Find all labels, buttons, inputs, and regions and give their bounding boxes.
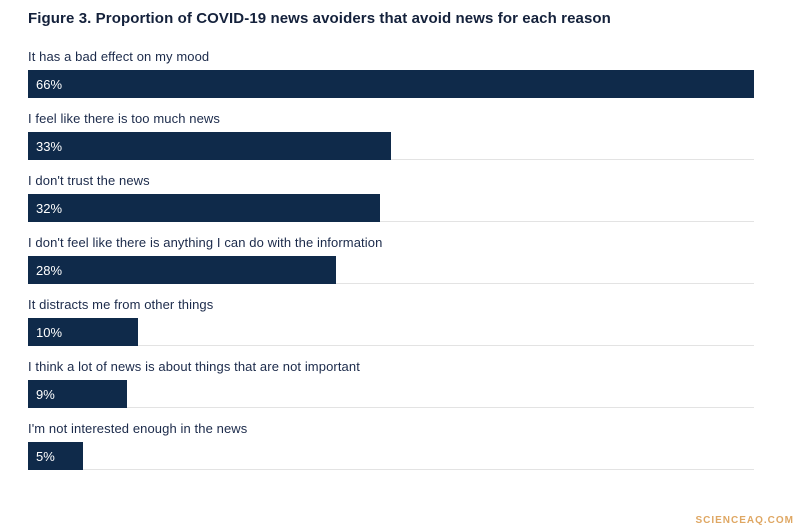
bar-value-label: 33% xyxy=(36,138,63,154)
bar-value-label: 10% xyxy=(36,324,63,340)
bar-value-label: 5% xyxy=(36,448,55,464)
chart-rows: It has a bad effect on my mood 66% I feel … xyxy=(28,49,754,470)
bar-track: 66% xyxy=(28,70,754,98)
chart-title: Figure 3. Proportion of COVID-19 news av… xyxy=(28,10,611,27)
chart-row: I don't feel like there is anything I ca… xyxy=(28,235,754,284)
chart-row: It has a bad effect on my mood 66% xyxy=(28,49,754,98)
bar-track: 33% xyxy=(28,132,754,160)
bar-category-label: I don't trust the news xyxy=(28,173,150,188)
chart-row: I feel like there is too much news 33% xyxy=(28,111,754,160)
chart-row: I'm not interested enough in the news 5% xyxy=(28,421,754,470)
bar: 9% xyxy=(28,380,127,408)
bar-value-label: 66% xyxy=(36,76,63,92)
chart-row: I don't trust the news 32% xyxy=(28,173,754,222)
bar-track: 9% xyxy=(28,380,754,408)
bar-category-label: It has a bad effect on my mood xyxy=(28,49,210,64)
bar: 32% xyxy=(28,194,380,222)
bar-track: 10% xyxy=(28,318,754,346)
bar-category-label: I think a lot of news is about things th… xyxy=(28,359,360,374)
bar: 66% xyxy=(28,70,754,98)
bar: 33% xyxy=(28,132,391,160)
bar-track: 28% xyxy=(28,256,754,284)
watermark: SCIENCEAQ.COM xyxy=(695,515,794,526)
bar-category-label: I feel like there is too much news xyxy=(28,111,220,126)
chart-row: I think a lot of news is about things th… xyxy=(28,359,754,408)
bar: 5% xyxy=(28,442,83,470)
bar: 28% xyxy=(28,256,336,284)
bar-category-label: I'm not interested enough in the news xyxy=(28,421,248,436)
bar-category-label: I don't feel like there is anything I ca… xyxy=(28,235,383,250)
chart-row: It distracts me from other things 10% xyxy=(28,297,754,346)
bar-value-label: 32% xyxy=(36,200,63,216)
bar-category-label: It distracts me from other things xyxy=(28,297,214,312)
bar: 10% xyxy=(28,318,138,346)
bar-value-label: 9% xyxy=(36,386,55,402)
bar-track: 32% xyxy=(28,194,754,222)
bar-track: 5% xyxy=(28,442,754,470)
bar-value-label: 28% xyxy=(36,262,63,278)
